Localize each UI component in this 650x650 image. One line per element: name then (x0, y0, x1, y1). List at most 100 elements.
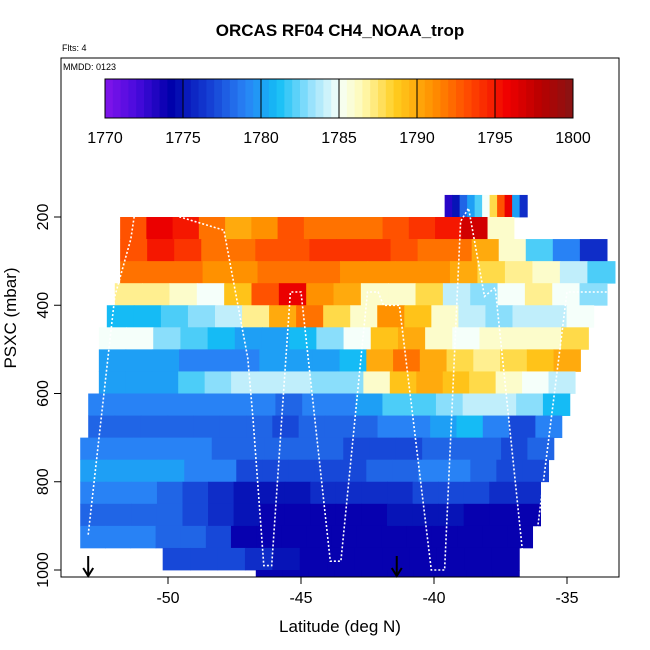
down-arrow-head (390, 567, 403, 578)
heatmap-cell (393, 349, 421, 372)
heatmap-cell (448, 437, 476, 461)
heatmap-cell (178, 371, 206, 394)
colorbar-segment (549, 79, 558, 118)
heatmap-cell (514, 481, 541, 505)
heatmap-cell (282, 570, 310, 577)
heatmap-cell (114, 283, 143, 306)
colorbar-segment (385, 79, 395, 118)
heatmap-cell (316, 327, 345, 350)
heatmap-cell (382, 393, 410, 416)
heatmap-cell (435, 217, 462, 240)
heatmap-cell (340, 459, 367, 483)
heatmap-cell (369, 437, 397, 461)
heatmap-cell (512, 194, 521, 218)
heatmap-cell (504, 261, 534, 284)
heatmap-cell (461, 217, 489, 240)
heatmap-cell (524, 283, 553, 306)
colorbar-segment (315, 79, 324, 118)
heatmap-cell (303, 217, 331, 240)
colorbar-segment (136, 79, 145, 118)
heatmap-cell (234, 327, 263, 350)
x-axis: -50 -45 -40 -35 (156, 577, 579, 607)
heatmap-cell (387, 481, 414, 505)
heatmap-cell (256, 525, 282, 549)
heatmap-cell (208, 503, 235, 527)
colorbar-segment (354, 79, 363, 118)
heatmap-cell (277, 217, 305, 240)
heatmap-cell (532, 261, 561, 284)
heatmap-cell (442, 371, 470, 394)
heatmap-cell (288, 459, 315, 483)
heatmap-cell (377, 305, 405, 328)
heatmap-cell (257, 371, 285, 394)
heatmap-cell (80, 437, 108, 461)
heatmap-cell (512, 305, 541, 328)
heatmap-cell (489, 393, 517, 416)
heatmap-cell (169, 283, 198, 306)
heatmap-cell (142, 283, 171, 306)
heatmap-cell (361, 503, 388, 527)
heatmap-cell (387, 503, 414, 527)
heatmap-cell (363, 371, 391, 394)
heatmap-cell (182, 481, 209, 505)
heatmap-cell (302, 393, 330, 416)
colorbar-tick-label: 1785 (321, 130, 357, 147)
heatmap-cell (438, 481, 465, 505)
heatmap-cell (501, 437, 528, 461)
heatmap-cell (482, 415, 510, 439)
colorbar-segment (378, 79, 387, 118)
heatmap-cell (509, 415, 536, 439)
heatmap-cell (535, 415, 563, 439)
chart-title: ORCAS RF04 CH4_NOAA_trop (216, 21, 464, 40)
heatmap-cell (548, 371, 576, 394)
heatmap-cell (105, 525, 132, 549)
colorbar-segment (495, 79, 504, 118)
colorbar-segment (300, 79, 309, 118)
heatmap-cell (298, 415, 326, 439)
heatmap-cell (412, 503, 439, 527)
heatmap-cell (272, 415, 300, 439)
heatmap-cell (185, 437, 213, 461)
heatmap-cell (457, 525, 483, 549)
heatmap-cell (533, 327, 562, 350)
colorbar-segment (362, 79, 371, 118)
heatmap-cell (417, 239, 446, 262)
heatmap-cell (409, 547, 438, 571)
heatmap-cell (236, 459, 263, 483)
heatmap-cell (336, 239, 365, 262)
heatmap-cell (255, 570, 283, 577)
colorbar-segment (409, 79, 418, 118)
heatmap-cell (395, 437, 423, 461)
heatmap-cell (474, 437, 502, 461)
colorbar-segment (393, 79, 402, 118)
heatmap-cell (431, 305, 459, 328)
heatmap-cell (354, 547, 383, 571)
heatmap-cell (133, 305, 162, 328)
colorbar-segment (456, 79, 465, 118)
heatmap-cell (314, 459, 341, 483)
heatmap-cell (350, 305, 378, 328)
heatmap-cell (105, 481, 132, 505)
heatmap-cell (214, 305, 243, 328)
heatmap-cell (360, 283, 389, 306)
heatmap-cell (482, 194, 491, 218)
heatmap-cell (190, 547, 219, 571)
heatmap-cell (196, 283, 225, 306)
heatmap-cell (552, 239, 581, 262)
heatmap-cell (207, 327, 236, 350)
heatmap-cell (132, 437, 160, 461)
heatmap-cell (242, 305, 270, 328)
heatmap-cell (80, 503, 107, 527)
heatmap-cell (284, 481, 311, 505)
heatmap-cell (489, 194, 498, 218)
heatmap-cell (233, 481, 260, 505)
heatmap-cell (491, 547, 520, 571)
heatmap-cell (105, 503, 132, 527)
x-tick-label: -45 (289, 590, 312, 607)
y-axis-label: PSXC (mbar) (1, 267, 20, 368)
heatmap-cell (282, 239, 311, 262)
colorbar-tick-label: 1800 (555, 130, 591, 147)
heatmap-cell (168, 393, 196, 416)
heatmap-cell (436, 547, 465, 571)
heatmap-cell (146, 217, 174, 240)
